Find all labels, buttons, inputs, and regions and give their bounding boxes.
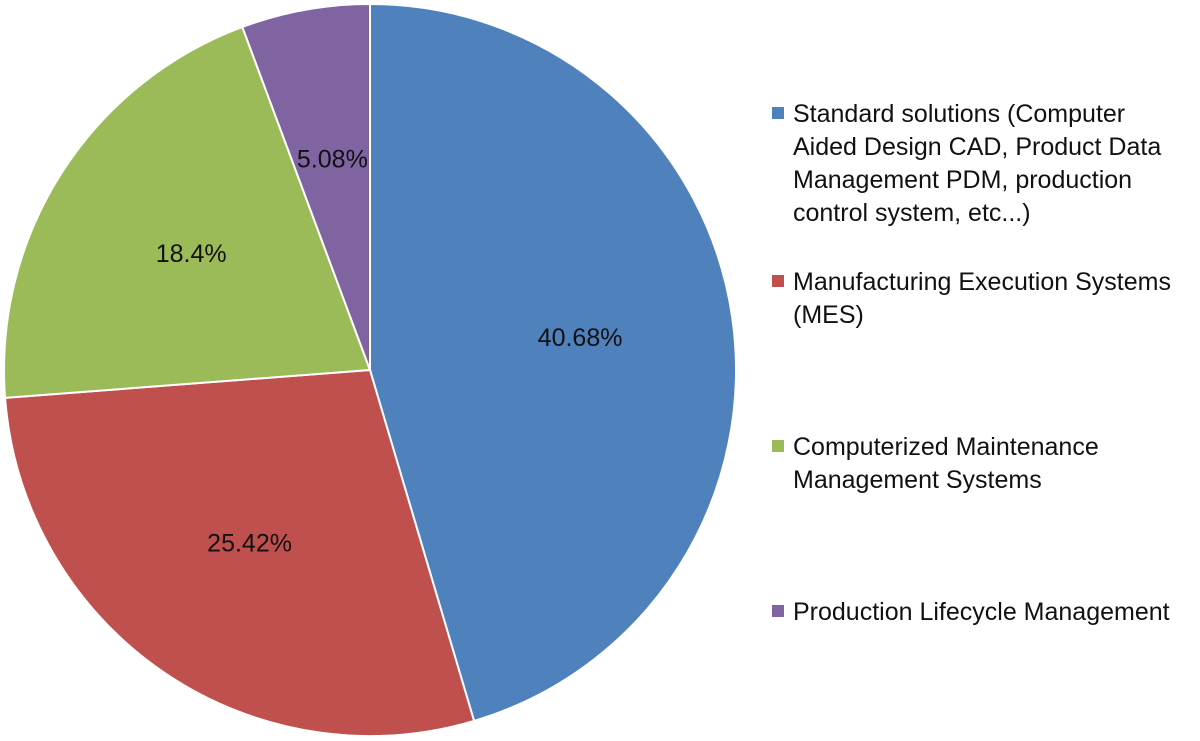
legend-label-plm: Production Lifecycle Management [793, 598, 1170, 626]
legend-swatch-cmms [772, 440, 784, 452]
legend-item-mes: Manufacturing Execution Systems (MES) [772, 266, 1178, 332]
legend-item-standard-solutions: Standard solutions (Computer Aided Desig… [772, 98, 1178, 230]
pie-slice-plm [241, 2, 371, 371]
pie-slice-cmms [3, 25, 372, 399]
slice-value-label-cmms: 18.4% [156, 240, 227, 268]
legend-swatch-plm [772, 605, 784, 617]
legend-label-standard-solutions: Standard solutions (Computer Aided Desig… [793, 100, 1162, 227]
pie-slice-mes [3, 368, 476, 737]
slice-value-label-mes: 25.42% [207, 529, 292, 557]
pie-slice-standard-solutions [369, 2, 737, 723]
slice-value-label-plm: 5.08% [297, 146, 368, 174]
slice-value-label-standard-solutions: 40.68% [538, 324, 623, 352]
legend-item-plm: Production Lifecycle Management [772, 596, 1178, 629]
legend-label-mes: Manufacturing Execution Systems (MES) [793, 268, 1171, 329]
legend-swatch-standard-solutions [772, 107, 784, 119]
legend-swatch-mes [772, 275, 784, 287]
legend-label-cmms: Computerized Maintenance Management Syst… [793, 433, 1099, 494]
legend-item-cmms: Computerized Maintenance Management Syst… [772, 431, 1178, 497]
